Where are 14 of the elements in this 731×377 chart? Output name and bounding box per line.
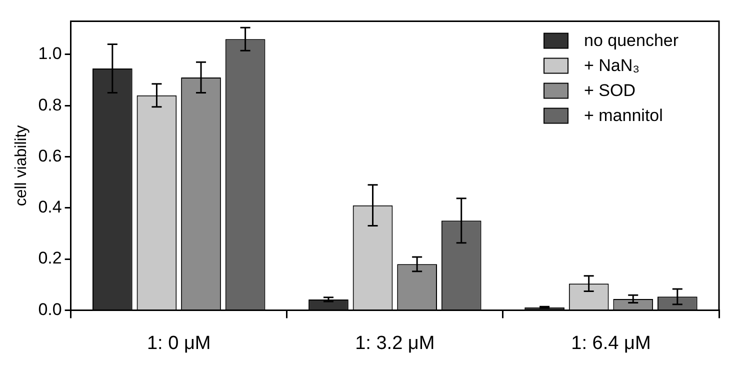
y-tick-label: 0.6 xyxy=(38,146,62,166)
y-tick-label: 1.0 xyxy=(38,44,62,64)
y-axis-title: cell viability xyxy=(13,125,30,206)
y-tick-label: 0.8 xyxy=(38,95,62,114)
y-tick-label: 0.0 xyxy=(38,300,62,319)
legend-label: + NaN₃ xyxy=(584,56,640,75)
legend-label: + mannitol xyxy=(584,106,663,125)
x-tick-label: 1: 0 μM xyxy=(146,332,211,354)
y-tick-label: 0.2 xyxy=(38,248,62,268)
y-tick-label: 0.4 xyxy=(38,198,62,217)
x-tick-label: 1: 3.2 μM xyxy=(355,332,435,354)
legend-label: no quencher xyxy=(584,30,679,50)
x-tick-label: 1: 6.4 μM xyxy=(571,332,651,354)
legend-label: + SOD xyxy=(584,80,636,100)
